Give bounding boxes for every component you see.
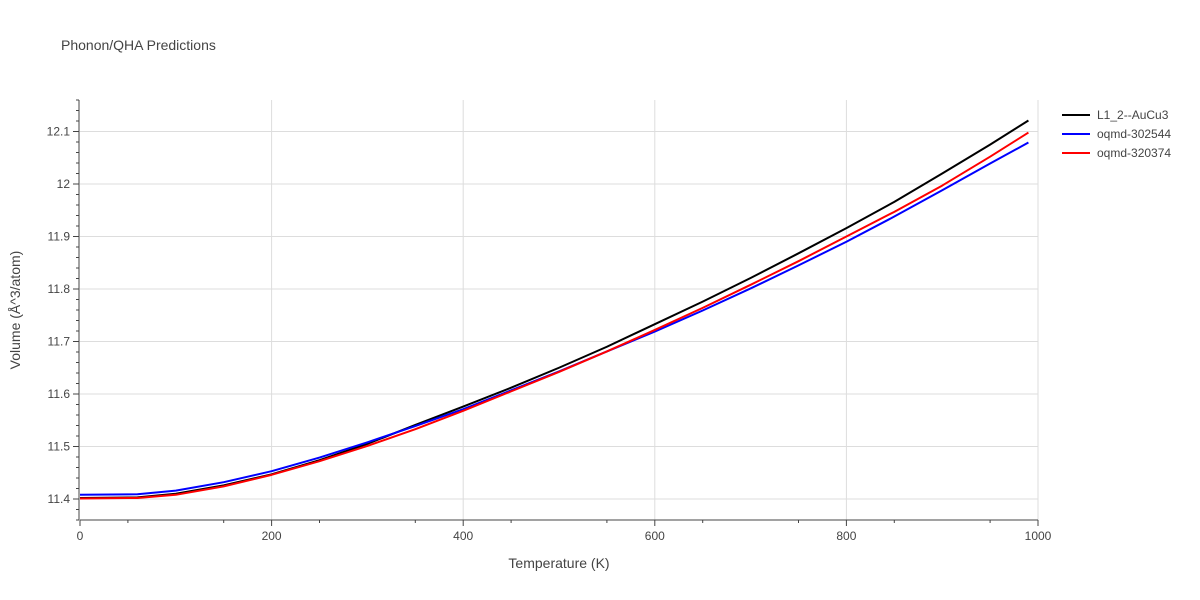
y-tick-label: 11.7: [48, 335, 71, 349]
legend-item[interactable]: oqmd-302544: [1062, 127, 1171, 141]
series-lines: [79, 119, 1029, 500]
legend-item[interactable]: oqmd-320374: [1062, 146, 1171, 160]
legend[interactable]: L1_2--AuCu3 oqmd-302544 oqmd-320374: [1062, 108, 1171, 160]
series-line: [79, 131, 1029, 500]
axes: 0 200 400 600 800 1000 11.4 11.5 11.6 11.7 11.8 11.…: [47, 99, 1052, 543]
grid: [80, 100, 1039, 520]
x-axis-title: Temperature (K): [508, 555, 609, 571]
x-tick-label: 600: [645, 529, 665, 543]
x-tick-label: 800: [836, 529, 856, 543]
x-tick-label: 0: [77, 529, 84, 543]
legend-item[interactable]: L1_2--AuCu3: [1062, 108, 1169, 122]
y-tick-label: 11.8: [48, 282, 71, 296]
y-axis-title: Volume (Å^3/atom): [7, 251, 23, 370]
x-tick-label: 1000: [1025, 529, 1052, 543]
y-tick-label: 12: [57, 177, 71, 191]
y-tick-label: 11.4: [48, 492, 71, 506]
series-line: [79, 119, 1029, 499]
y-tick-label: 12.1: [47, 125, 71, 139]
y-tick-label: 11.5: [48, 440, 71, 454]
y-tick-label: 11.9: [48, 230, 71, 244]
legend-label: oqmd-320374: [1097, 146, 1171, 160]
x-tick-label: 200: [262, 529, 282, 543]
chart-title: Phonon/QHA Predictions: [61, 37, 216, 53]
legend-label: oqmd-302544: [1097, 127, 1171, 141]
series-line: [79, 141, 1029, 496]
y-tick-label: 11.6: [48, 387, 71, 401]
x-tick-label: 400: [453, 529, 473, 543]
legend-label: L1_2--AuCu3: [1097, 108, 1169, 122]
